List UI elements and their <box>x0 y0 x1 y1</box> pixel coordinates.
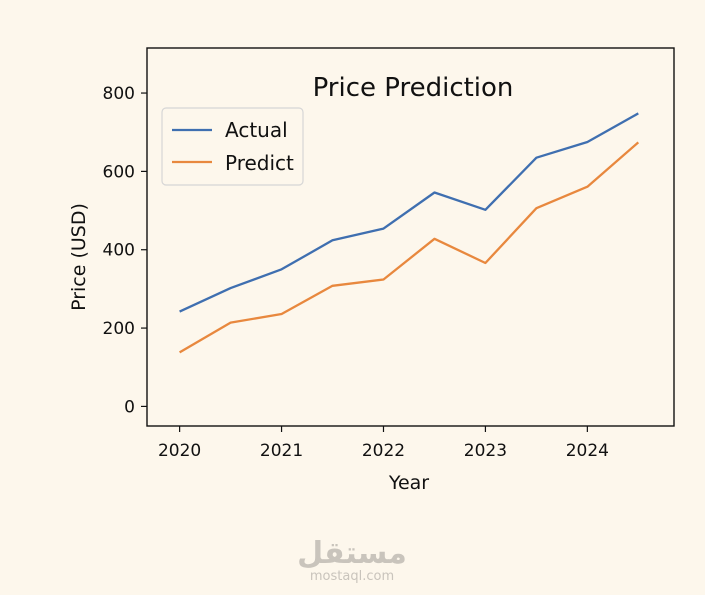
x-axis-label: Year <box>388 472 429 494</box>
x-tick-label: 2020 <box>158 441 201 461</box>
legend: Actual Predict <box>161 107 304 186</box>
legend-box <box>161 107 304 186</box>
x-axis-ticks: 2020 2021 2022 2023 2024 <box>158 426 609 461</box>
y-axis-label: Price (USD) <box>68 203 90 311</box>
x-tick-label: 2024 <box>566 441 609 461</box>
chart-title: Price Prediction <box>313 73 514 103</box>
y-tick-label: 600 <box>103 162 135 182</box>
watermark: مستقل mostaql.com <box>297 536 407 584</box>
legend-label-predict: Predict <box>225 151 294 175</box>
y-tick-label: 400 <box>103 241 135 261</box>
watermark-logo: مستقل <box>297 536 407 571</box>
legend-label-actual: Actual <box>225 118 288 142</box>
series-line-predict <box>179 141 640 354</box>
watermark-url: mostaql.com <box>310 569 394 584</box>
series-line-actual <box>179 112 639 313</box>
y-tick-label: 800 <box>103 84 135 104</box>
y-axis-ticks: 0 200 400 600 800 <box>103 84 147 417</box>
x-tick-label: 2021 <box>260 441 303 461</box>
x-tick-label: 2022 <box>362 441 405 461</box>
y-tick-label: 200 <box>103 319 135 339</box>
series-lines <box>179 112 640 354</box>
plot-area <box>146 47 675 427</box>
y-tick-label: 0 <box>124 397 135 417</box>
x-tick-label: 2023 <box>464 441 507 461</box>
